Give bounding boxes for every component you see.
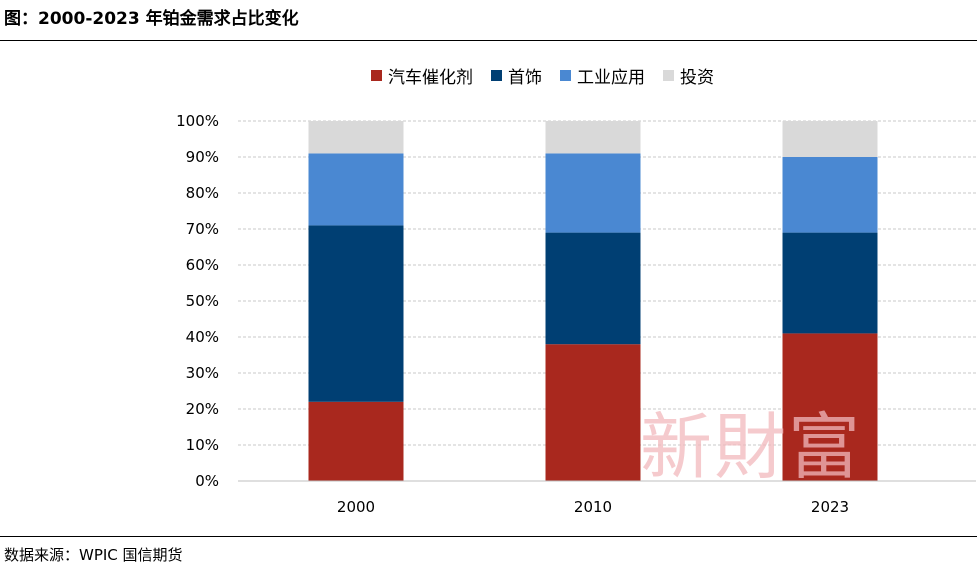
bar-segment: [545, 121, 641, 154]
bar-segment: [782, 157, 878, 233]
watermark-text: 新財富: [640, 405, 863, 489]
bar-segment: [308, 153, 404, 226]
legend-item-jewelry: 首饰: [491, 63, 542, 88]
y-tick-label: 30%: [186, 364, 219, 382]
bottom-rule: [0, 536, 977, 537]
bar-segment: [545, 232, 641, 345]
bar-segment: [308, 225, 404, 402]
top-rule: [0, 40, 977, 41]
bar-segment: [782, 333, 878, 481]
y-tick-label: 10%: [186, 436, 219, 454]
legend-item-autocatalyst: 汽车催化剂: [371, 63, 473, 88]
y-tick-label: 50%: [186, 292, 219, 310]
data-source-note: 数据来源：WPIC 国信期货: [4, 546, 183, 564]
bar-segment: [308, 121, 404, 154]
bars: [308, 121, 878, 481]
bar-segment: [545, 344, 641, 481]
legend-swatch-jewelry: [491, 70, 502, 81]
legend-item-investment: 投资: [663, 63, 714, 88]
legend-label-autocatalyst: 汽车催化剂: [388, 68, 473, 88]
y-tick-label: 70%: [186, 220, 219, 238]
bar-segment: [545, 153, 641, 233]
y-tick-label: 60%: [186, 256, 219, 274]
legend-swatch-industrial: [560, 70, 571, 81]
x-tick-label: 2000: [337, 498, 375, 516]
legend-item-industrial: 工业应用: [560, 63, 645, 88]
y-tick-label: 90%: [186, 148, 219, 166]
y-tick-label: 100%: [176, 112, 219, 130]
legend-label-industrial: 工业应用: [577, 68, 645, 88]
bar-segment: [782, 232, 878, 334]
y-tick-label: 0%: [195, 472, 219, 490]
legend-swatch-investment: [663, 70, 674, 81]
y-tick-label: 80%: [186, 184, 219, 202]
y-tick-label: 20%: [186, 400, 219, 418]
legend-label-investment: 投资: [680, 68, 714, 88]
legend-label-jewelry: 首饰: [508, 68, 542, 88]
bar-segment: [308, 401, 404, 481]
y-tick-label: 40%: [186, 328, 219, 346]
x-tick-label: 2023: [811, 498, 849, 516]
axes: 0% 10% 20% 30% 40% 50% 60% 70% 80% 90% 100% 2000 201…: [176, 112, 976, 516]
legend-swatch-autocatalyst: [371, 70, 382, 81]
chart-figure-title: 图：2000-2023 年铂金需求占比变化: [4, 9, 299, 29]
x-tick-label: 2010: [574, 498, 612, 516]
chart-legend: 汽车催化剂 首饰 工业应用 投资: [371, 63, 714, 88]
bar-segment: [782, 121, 878, 157]
